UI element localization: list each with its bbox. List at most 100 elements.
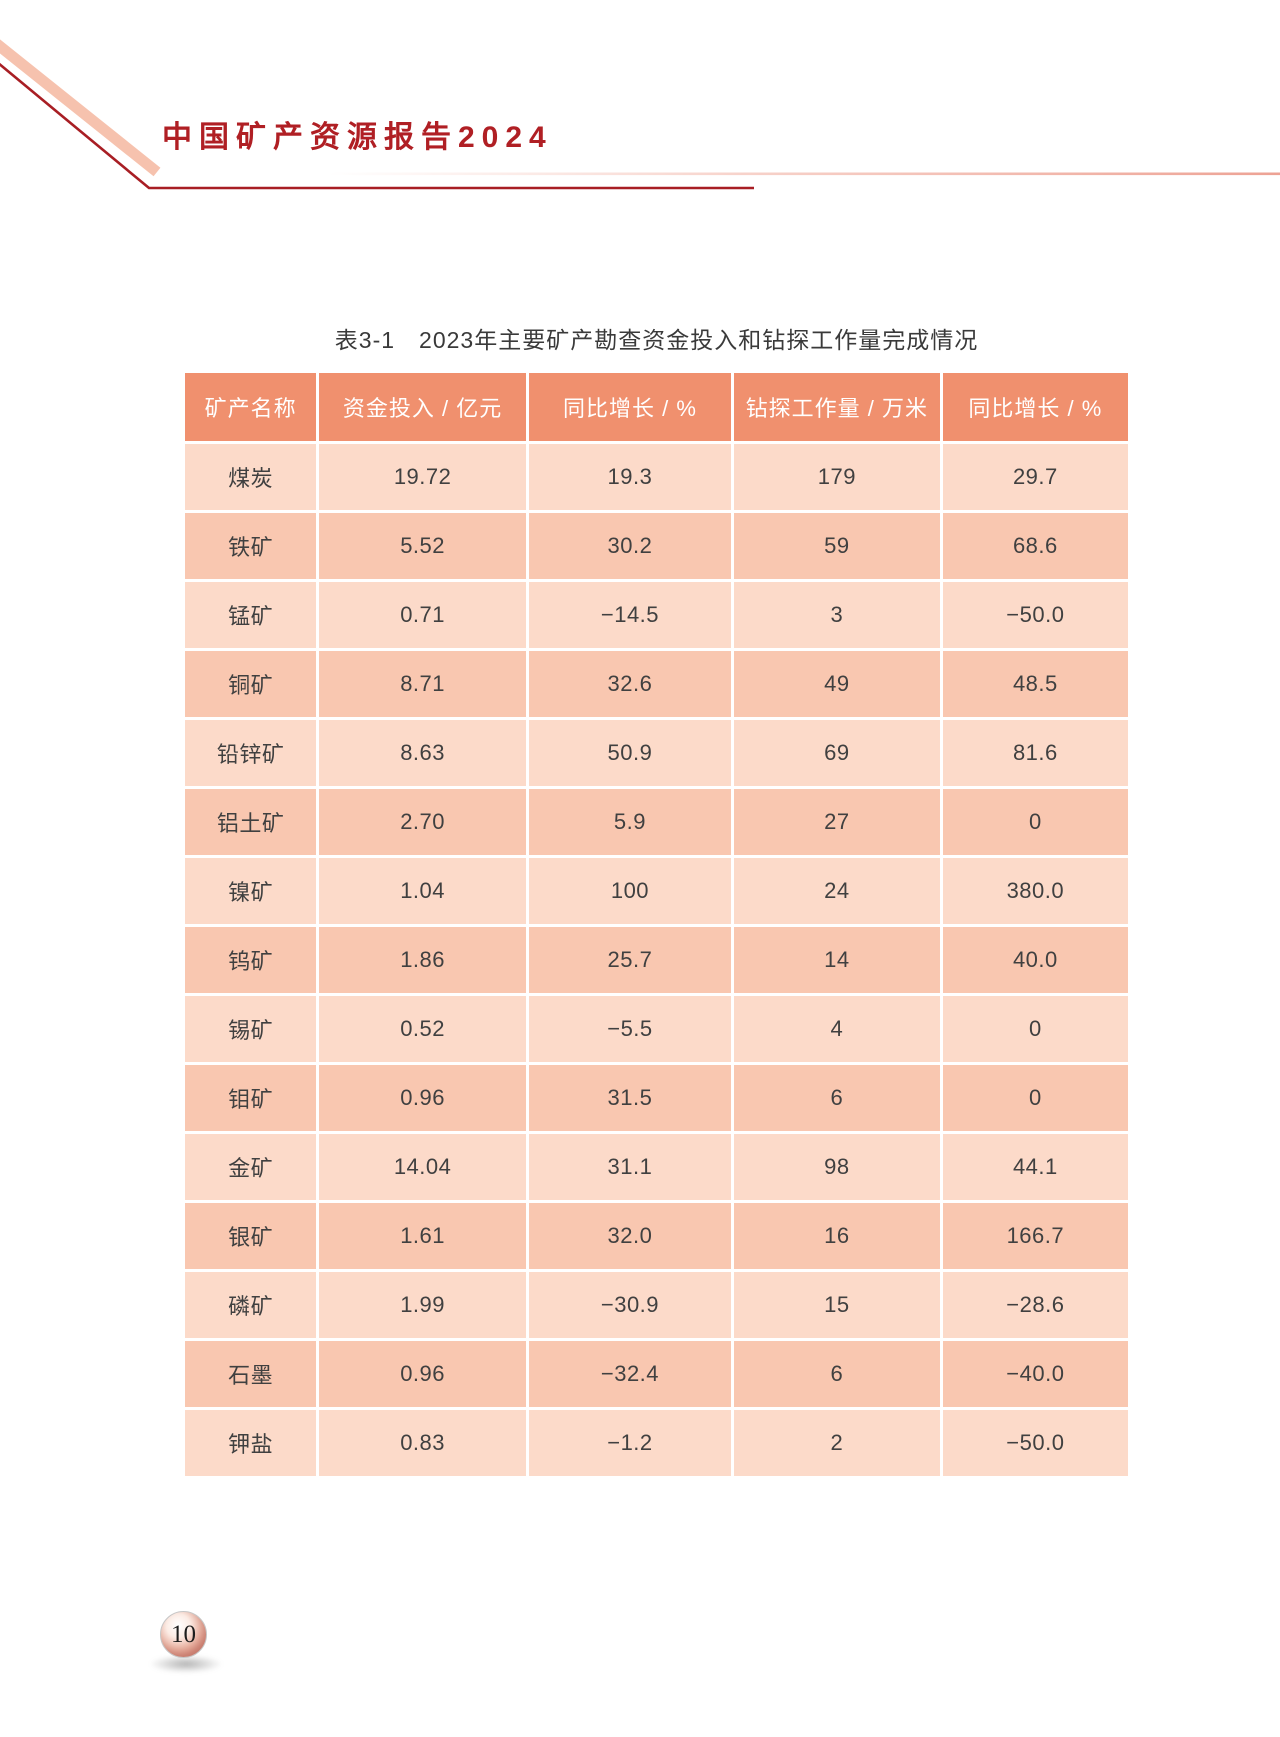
drilling-yoy-cell: 44.1 xyxy=(942,1134,1128,1200)
investment-yoy-cell: −5.5 xyxy=(528,996,731,1062)
mineral-name-cell: 钨矿 xyxy=(185,927,317,993)
drilling-yoy-cell: 68.6 xyxy=(942,513,1128,579)
table-row: 铅锌矿 8.63 50.9 69 81.6 xyxy=(185,720,1128,786)
investment-cell: 0.96 xyxy=(319,1065,526,1131)
table-row: 金矿 14.04 31.1 98 44.1 xyxy=(185,1134,1128,1200)
table-row: 磷矿 1.99 −30.9 15 −28.6 xyxy=(185,1272,1128,1338)
mineral-name-cell: 锰矿 xyxy=(185,582,317,648)
drilling-cell: 6 xyxy=(733,1065,940,1131)
investment-yoy-cell: 32.6 xyxy=(528,651,731,717)
investment-cell: 8.63 xyxy=(319,720,526,786)
investment-yoy-cell: −32.4 xyxy=(528,1341,731,1407)
mineral-name-cell: 铜矿 xyxy=(185,651,317,717)
table-row: 铁矿 5.52 30.2 59 68.6 xyxy=(185,513,1128,579)
investment-cell: 14.04 xyxy=(319,1134,526,1200)
minerals-table-container: 矿产名称 资金投入 / 亿元 同比增长 / % 钻探工作量 / 万米 同比增长 … xyxy=(182,370,1131,1479)
table-row: 锰矿 0.71 −14.5 3 −50.0 xyxy=(185,582,1128,648)
table-row: 钨矿 1.86 25.7 14 40.0 xyxy=(185,927,1128,993)
minerals-table: 矿产名称 资金投入 / 亿元 同比增长 / % 钻探工作量 / 万米 同比增长 … xyxy=(182,370,1131,1479)
drilling-yoy-cell: 40.0 xyxy=(942,927,1128,993)
investment-yoy-cell: −30.9 xyxy=(528,1272,731,1338)
column-header-drilling: 钻探工作量 / 万米 xyxy=(733,373,940,441)
table-row: 钾盐 0.83 −1.2 2 −50.0 xyxy=(185,1410,1128,1476)
table-caption: 表3-1 2023年主要矿产勘查资金投入和钻探工作量完成情况 xyxy=(334,327,979,353)
drilling-cell: 24 xyxy=(733,858,940,924)
investment-yoy-cell: 32.0 xyxy=(528,1203,731,1269)
mineral-name-cell: 铝土矿 xyxy=(185,789,317,855)
investment-yoy-cell: −1.2 xyxy=(528,1410,731,1476)
drilling-yoy-cell: −50.0 xyxy=(942,582,1128,648)
table-row: 镍矿 1.04 100 24 380.0 xyxy=(185,858,1128,924)
investment-cell: 0.96 xyxy=(319,1341,526,1407)
page-title: 中国矿产资源报告2024 xyxy=(162,121,553,154)
investment-yoy-cell: 50.9 xyxy=(528,720,731,786)
mineral-name-cell: 煤炭 xyxy=(185,444,317,510)
mineral-name-cell: 钼矿 xyxy=(185,1065,317,1131)
page-number-shadow xyxy=(149,1655,223,1673)
investment-cell: 1.04 xyxy=(319,858,526,924)
investment-cell: 2.70 xyxy=(319,789,526,855)
table-row: 石墨 0.96 −32.4 6 −40.0 xyxy=(185,1341,1128,1407)
investment-cell: 5.52 xyxy=(319,513,526,579)
investment-yoy-cell: 31.5 xyxy=(528,1065,731,1131)
drilling-cell: 14 xyxy=(733,927,940,993)
investment-yoy-cell: 5.9 xyxy=(528,789,731,855)
drilling-cell: 3 xyxy=(733,582,940,648)
investment-yoy-cell: 31.1 xyxy=(528,1134,731,1200)
drilling-yoy-cell: −50.0 xyxy=(942,1410,1128,1476)
drilling-cell: 49 xyxy=(733,651,940,717)
investment-yoy-cell: −14.5 xyxy=(528,582,731,648)
drilling-cell: 16 xyxy=(733,1203,940,1269)
drilling-yoy-cell: −40.0 xyxy=(942,1341,1128,1407)
mineral-name-cell: 镍矿 xyxy=(185,858,317,924)
drilling-yoy-cell: 29.7 xyxy=(942,444,1128,510)
investment-yoy-cell: 25.7 xyxy=(528,927,731,993)
table-row: 钼矿 0.96 31.5 6 0 xyxy=(185,1065,1128,1131)
mineral-name-cell: 石墨 xyxy=(185,1341,317,1407)
drilling-cell: 59 xyxy=(733,513,940,579)
table-row: 铜矿 8.71 32.6 49 48.5 xyxy=(185,651,1128,717)
drilling-yoy-cell: 48.5 xyxy=(942,651,1128,717)
investment-cell: 19.72 xyxy=(319,444,526,510)
investment-cell: 0.71 xyxy=(319,582,526,648)
drilling-cell: 179 xyxy=(733,444,940,510)
investment-cell: 8.71 xyxy=(319,651,526,717)
drilling-yoy-cell: −28.6 xyxy=(942,1272,1128,1338)
investment-yoy-cell: 100 xyxy=(528,858,731,924)
mineral-name-cell: 铁矿 xyxy=(185,513,317,579)
page-number-badge: 10 xyxy=(160,1611,207,1658)
mineral-name-cell: 锡矿 xyxy=(185,996,317,1062)
drilling-yoy-cell: 380.0 xyxy=(942,858,1128,924)
column-header-investment: 资金投入 / 亿元 xyxy=(319,373,526,441)
mineral-name-cell: 铅锌矿 xyxy=(185,720,317,786)
mineral-name-cell: 金矿 xyxy=(185,1134,317,1200)
table-row: 锡矿 0.52 −5.5 4 0 xyxy=(185,996,1128,1062)
investment-cell: 1.61 xyxy=(319,1203,526,1269)
table-row: 煤炭 19.72 19.3 179 29.7 xyxy=(185,444,1128,510)
drilling-cell: 98 xyxy=(733,1134,940,1200)
drilling-cell: 69 xyxy=(733,720,940,786)
drilling-cell: 27 xyxy=(733,789,940,855)
drilling-cell: 15 xyxy=(733,1272,940,1338)
drilling-yoy-cell: 0 xyxy=(942,996,1128,1062)
mineral-name-cell: 钾盐 xyxy=(185,1410,317,1476)
drilling-cell: 6 xyxy=(733,1341,940,1407)
investment-cell: 1.86 xyxy=(319,927,526,993)
table-row: 铝土矿 2.70 5.9 27 0 xyxy=(185,789,1128,855)
drilling-yoy-cell: 0 xyxy=(942,1065,1128,1131)
drilling-yoy-cell: 0 xyxy=(942,789,1128,855)
mineral-name-cell: 银矿 xyxy=(185,1203,317,1269)
investment-yoy-cell: 19.3 xyxy=(528,444,731,510)
drilling-cell: 2 xyxy=(733,1410,940,1476)
pink-diagonal-band xyxy=(0,39,161,177)
drilling-cell: 4 xyxy=(733,996,940,1062)
investment-cell: 0.52 xyxy=(319,996,526,1062)
mineral-name-cell: 磷矿 xyxy=(185,1272,317,1338)
table-row: 银矿 1.61 32.0 16 166.7 xyxy=(185,1203,1128,1269)
pink-gradient-rule xyxy=(328,172,1280,176)
column-header-investment-yoy: 同比增长 / % xyxy=(528,373,731,441)
drilling-yoy-cell: 81.6 xyxy=(942,720,1128,786)
investment-yoy-cell: 30.2 xyxy=(528,513,731,579)
page-number: 10 xyxy=(171,1621,196,1648)
